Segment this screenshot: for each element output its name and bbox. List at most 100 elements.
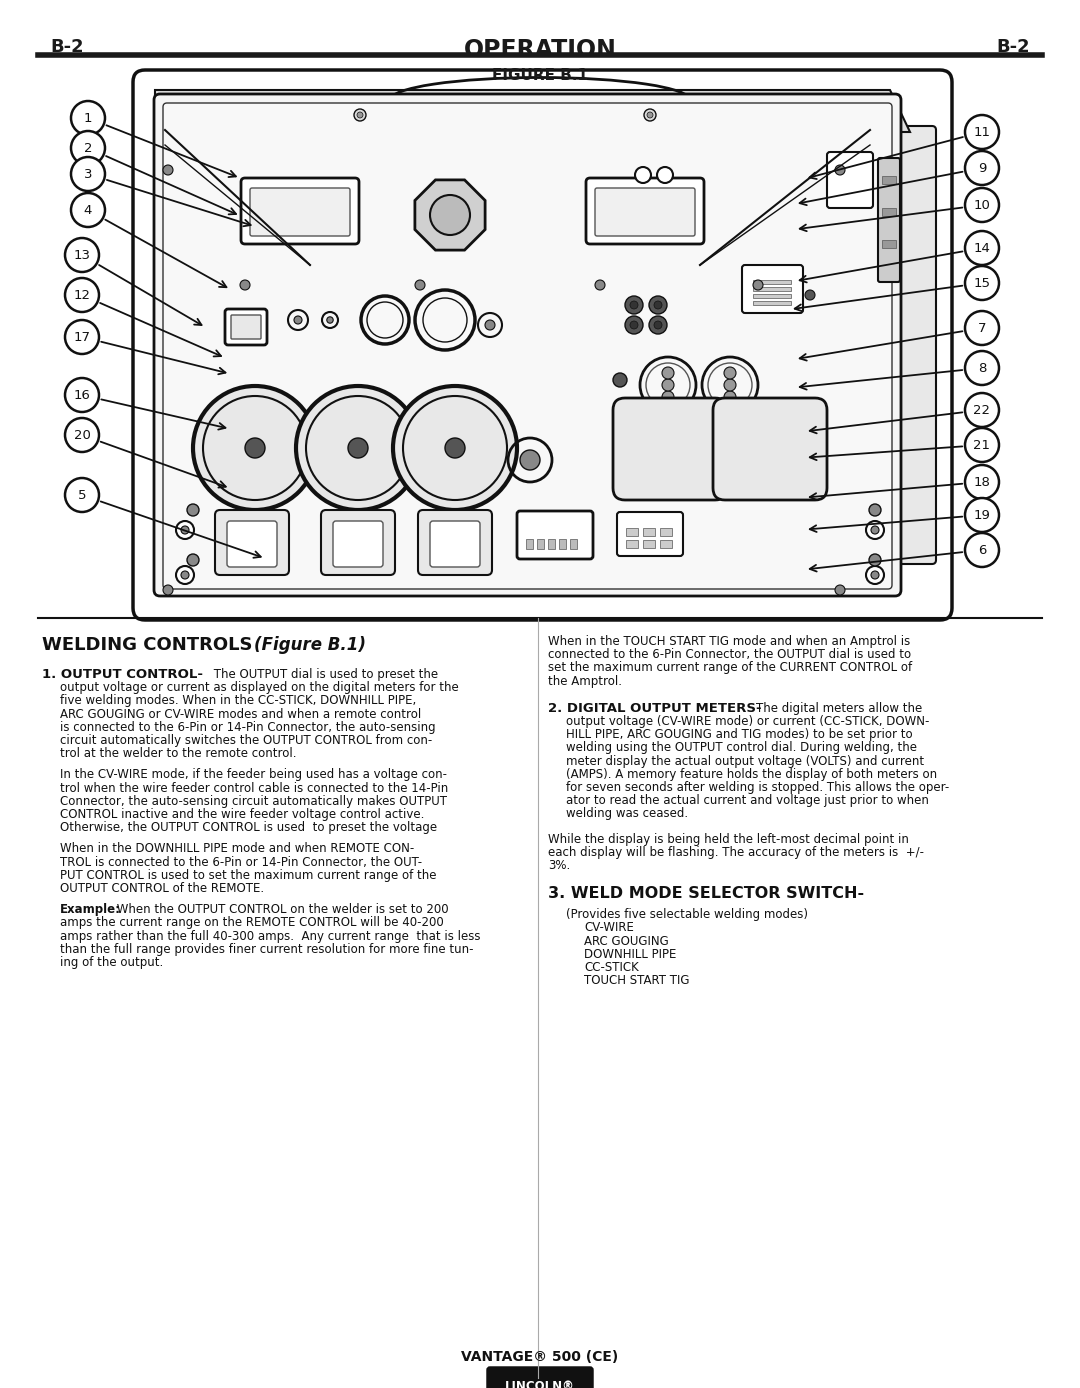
Circle shape bbox=[163, 584, 173, 595]
Circle shape bbox=[625, 296, 643, 314]
FancyBboxPatch shape bbox=[827, 153, 873, 208]
Text: amps rather than the full 40-300 amps.  Any current range  that is less: amps rather than the full 40-300 amps. A… bbox=[60, 930, 481, 942]
Circle shape bbox=[613, 373, 627, 387]
Circle shape bbox=[724, 391, 735, 403]
Text: The OUTPUT dial is used to preset the: The OUTPUT dial is used to preset the bbox=[210, 668, 438, 682]
Text: 15: 15 bbox=[973, 276, 990, 290]
Text: DOWNHILL PIPE: DOWNHILL PIPE bbox=[584, 948, 676, 960]
Circle shape bbox=[625, 316, 643, 335]
Circle shape bbox=[65, 418, 99, 452]
Circle shape bbox=[966, 428, 999, 462]
Text: OUTPUT CONTROL of the REMOTE.: OUTPUT CONTROL of the REMOTE. bbox=[60, 881, 265, 895]
Circle shape bbox=[966, 465, 999, 500]
Text: 5: 5 bbox=[78, 489, 86, 501]
Text: (Figure B.1): (Figure B.1) bbox=[254, 636, 366, 654]
Text: 6: 6 bbox=[977, 544, 986, 557]
Circle shape bbox=[644, 110, 656, 121]
Circle shape bbox=[294, 316, 302, 323]
Circle shape bbox=[630, 321, 638, 329]
Circle shape bbox=[647, 112, 653, 118]
Circle shape bbox=[65, 237, 99, 272]
Circle shape bbox=[966, 266, 999, 300]
FancyBboxPatch shape bbox=[517, 511, 593, 559]
Circle shape bbox=[354, 110, 366, 121]
Circle shape bbox=[966, 393, 999, 428]
Text: 19: 19 bbox=[973, 508, 990, 522]
Text: trol at the welder to the remote control.: trol at the welder to the remote control… bbox=[60, 747, 297, 761]
FancyBboxPatch shape bbox=[241, 178, 359, 244]
Polygon shape bbox=[156, 90, 910, 132]
Circle shape bbox=[245, 439, 265, 458]
Circle shape bbox=[662, 366, 674, 379]
Circle shape bbox=[966, 230, 999, 265]
FancyBboxPatch shape bbox=[882, 176, 896, 185]
FancyBboxPatch shape bbox=[660, 540, 672, 548]
Circle shape bbox=[654, 321, 662, 329]
FancyBboxPatch shape bbox=[537, 539, 544, 550]
Text: ator to read the actual current and voltage just prior to when: ator to read the actual current and volt… bbox=[566, 794, 929, 808]
Circle shape bbox=[869, 504, 881, 516]
Circle shape bbox=[348, 439, 368, 458]
Text: While the display is being held the left-most decimal point in: While the display is being held the left… bbox=[548, 833, 909, 845]
Circle shape bbox=[966, 351, 999, 384]
Circle shape bbox=[296, 386, 420, 509]
Text: In the CV-WIRE mode, if the feeder being used has a voltage con-: In the CV-WIRE mode, if the feeder being… bbox=[60, 769, 447, 781]
Circle shape bbox=[966, 115, 999, 149]
Text: 1. OUTPUT CONTROL-: 1. OUTPUT CONTROL- bbox=[42, 668, 203, 682]
Text: CONTROL inactive and the wire feeder voltage control active.: CONTROL inactive and the wire feeder vol… bbox=[60, 808, 424, 820]
Circle shape bbox=[966, 187, 999, 222]
Text: five welding modes. When in the CC-STICK, DOWNHILL PIPE,: five welding modes. When in the CC-STICK… bbox=[60, 694, 416, 708]
Circle shape bbox=[65, 477, 99, 512]
Circle shape bbox=[176, 520, 194, 539]
Circle shape bbox=[966, 498, 999, 532]
Circle shape bbox=[654, 301, 662, 310]
FancyBboxPatch shape bbox=[225, 310, 267, 346]
Circle shape bbox=[187, 504, 199, 516]
Text: CC-STICK: CC-STICK bbox=[584, 960, 638, 974]
Text: Connector, the auto-sensing circuit automatically makes OUTPUT: Connector, the auto-sensing circuit auto… bbox=[60, 795, 447, 808]
FancyBboxPatch shape bbox=[163, 103, 892, 589]
Circle shape bbox=[835, 165, 845, 175]
Text: welding was ceased.: welding was ceased. bbox=[566, 808, 688, 820]
Circle shape bbox=[662, 391, 674, 403]
Circle shape bbox=[870, 526, 879, 534]
Text: OPERATION: OPERATION bbox=[463, 37, 617, 62]
Text: each display will be flashing. The accuracy of the meters is  +/-: each display will be flashing. The accur… bbox=[548, 845, 924, 859]
FancyBboxPatch shape bbox=[742, 265, 804, 314]
FancyBboxPatch shape bbox=[586, 178, 704, 244]
FancyBboxPatch shape bbox=[613, 398, 727, 500]
Text: (Provides five selectable welding modes): (Provides five selectable welding modes) bbox=[566, 908, 808, 922]
FancyBboxPatch shape bbox=[753, 280, 791, 285]
Text: ARC GOUGING or CV-WIRE modes and when a remote control: ARC GOUGING or CV-WIRE modes and when a … bbox=[60, 708, 421, 720]
FancyBboxPatch shape bbox=[215, 509, 289, 575]
Circle shape bbox=[835, 584, 845, 595]
FancyBboxPatch shape bbox=[643, 527, 654, 536]
Circle shape bbox=[357, 112, 363, 118]
Text: TROL is connected to the 6-Pin or 14-Pin Connector, the OUT-: TROL is connected to the 6-Pin or 14-Pin… bbox=[60, 855, 422, 869]
FancyBboxPatch shape bbox=[526, 539, 534, 550]
Text: Otherwise, the OUTPUT CONTROL is used  to preset the voltage: Otherwise, the OUTPUT CONTROL is used to… bbox=[60, 822, 437, 834]
Circle shape bbox=[445, 439, 465, 458]
Text: amps the current range on the REMOTE CONTROL will be 40-200: amps the current range on the REMOTE CON… bbox=[60, 916, 444, 930]
Circle shape bbox=[65, 321, 99, 354]
Text: circuit automatically switches the OUTPUT CONTROL from con-: circuit automatically switches the OUTPU… bbox=[60, 734, 432, 747]
Circle shape bbox=[595, 280, 605, 290]
FancyBboxPatch shape bbox=[570, 539, 577, 550]
FancyBboxPatch shape bbox=[888, 126, 936, 564]
Text: When in the TOUCH START TIG mode and when an Amptrol is: When in the TOUCH START TIG mode and whe… bbox=[548, 634, 910, 648]
Circle shape bbox=[327, 316, 334, 323]
FancyBboxPatch shape bbox=[626, 527, 638, 536]
Text: 3. WELD MODE SELECTOR SWITCH-: 3. WELD MODE SELECTOR SWITCH- bbox=[548, 886, 864, 901]
FancyBboxPatch shape bbox=[753, 287, 791, 291]
Text: When in the DOWNHILL PIPE mode and when REMOTE CON-: When in the DOWNHILL PIPE mode and when … bbox=[60, 843, 415, 855]
Circle shape bbox=[966, 311, 999, 346]
Text: ing of the output.: ing of the output. bbox=[60, 956, 163, 969]
FancyBboxPatch shape bbox=[333, 520, 383, 568]
Circle shape bbox=[866, 520, 885, 539]
Text: (AMPS). A memory feature holds the display of both meters on: (AMPS). A memory feature holds the displ… bbox=[566, 768, 937, 781]
Text: 18: 18 bbox=[973, 476, 990, 489]
FancyBboxPatch shape bbox=[430, 520, 480, 568]
Text: VANTAGE® 500 (CE): VANTAGE® 500 (CE) bbox=[461, 1351, 619, 1364]
Text: 11: 11 bbox=[973, 125, 990, 139]
Polygon shape bbox=[415, 180, 485, 250]
